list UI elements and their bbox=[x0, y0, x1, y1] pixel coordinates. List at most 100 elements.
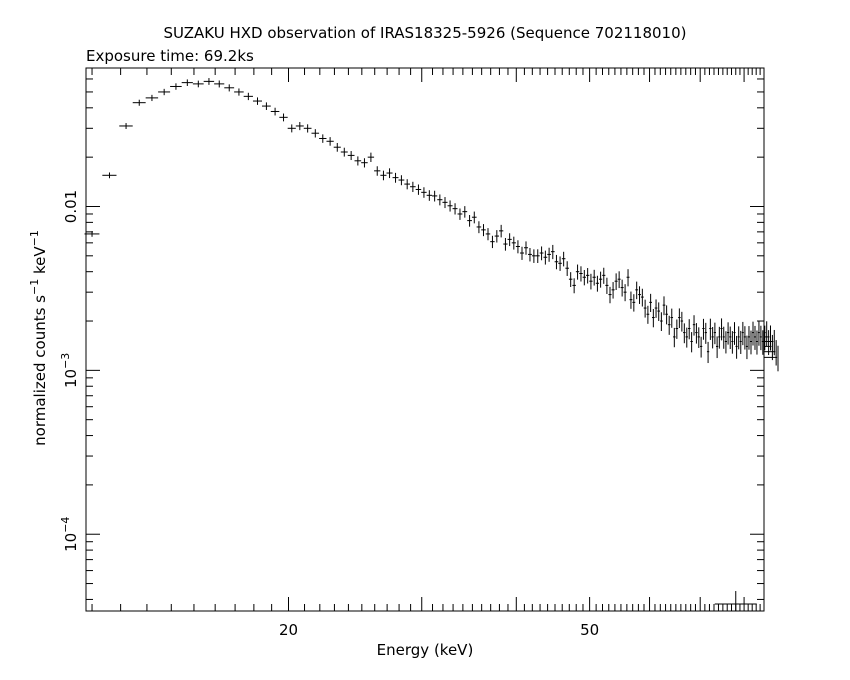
data-point bbox=[572, 278, 576, 294]
data-point bbox=[524, 241, 528, 255]
data-point bbox=[657, 302, 661, 321]
data-point bbox=[626, 269, 630, 287]
data-point bbox=[447, 200, 453, 212]
data-point bbox=[561, 251, 566, 267]
data-point bbox=[410, 181, 416, 193]
data-point bbox=[442, 197, 448, 209]
data-point bbox=[84, 231, 100, 237]
data-point bbox=[731, 331, 734, 354]
data-point bbox=[660, 312, 663, 331]
data-point bbox=[476, 221, 482, 234]
data-point bbox=[709, 318, 712, 340]
data-point bbox=[575, 264, 580, 280]
data-point bbox=[287, 124, 296, 133]
data-point bbox=[702, 318, 705, 340]
data-point bbox=[654, 299, 658, 318]
plot-frame bbox=[85, 67, 765, 612]
data-point bbox=[623, 284, 627, 302]
data-point bbox=[727, 322, 730, 345]
data-point bbox=[729, 326, 732, 350]
data-point bbox=[270, 107, 280, 116]
y-axis-label-exp2: −1 bbox=[28, 230, 41, 246]
data-point bbox=[340, 147, 348, 157]
data-point bbox=[755, 330, 758, 355]
data-point bbox=[735, 335, 738, 359]
data-point bbox=[102, 172, 117, 179]
y-tick-label: 10−3 bbox=[59, 353, 80, 388]
data-point bbox=[706, 341, 710, 364]
data-point bbox=[452, 203, 458, 215]
data-point bbox=[234, 88, 244, 96]
y-tick-label-base: 10 bbox=[62, 533, 80, 552]
data-point bbox=[437, 194, 443, 206]
y-tick-label: 10−4 bbox=[59, 517, 80, 552]
data-point bbox=[764, 334, 773, 361]
data-point bbox=[431, 190, 438, 202]
data-point bbox=[761, 330, 764, 355]
data-point bbox=[471, 211, 477, 224]
data-point bbox=[467, 215, 472, 227]
data-point bbox=[503, 237, 508, 251]
data-point bbox=[680, 311, 684, 332]
data-point bbox=[554, 254, 559, 270]
data-point bbox=[494, 230, 499, 243]
data-point bbox=[733, 322, 736, 345]
data-point bbox=[295, 122, 304, 131]
data-point bbox=[743, 326, 746, 350]
data-point bbox=[145, 94, 159, 102]
data-point bbox=[617, 271, 621, 289]
data-point bbox=[361, 158, 368, 168]
data-point bbox=[367, 152, 375, 162]
data-point bbox=[673, 327, 676, 348]
x-tick-label: 20 bbox=[279, 621, 298, 639]
data-point bbox=[649, 293, 652, 313]
data-point bbox=[670, 308, 674, 328]
data-point bbox=[764, 340, 777, 366]
corner-marker bbox=[714, 591, 757, 611]
data-point bbox=[426, 190, 432, 201]
axis-ticks bbox=[86, 67, 765, 611]
x-tick-labels: 20 50 bbox=[279, 621, 599, 639]
data-point bbox=[608, 286, 612, 304]
data-point bbox=[535, 249, 540, 263]
data-point bbox=[667, 315, 671, 335]
data-point bbox=[539, 246, 544, 261]
data-point bbox=[252, 97, 262, 105]
data-point bbox=[170, 83, 182, 90]
data-point bbox=[692, 315, 696, 336]
data-point bbox=[697, 327, 700, 348]
data-point bbox=[333, 142, 341, 152]
data-point bbox=[611, 282, 615, 299]
data-point bbox=[716, 336, 719, 359]
data-point bbox=[224, 84, 235, 92]
data-point bbox=[326, 137, 334, 146]
data-point bbox=[490, 235, 495, 249]
data-point bbox=[192, 80, 204, 88]
data-point bbox=[398, 175, 405, 186]
data-point bbox=[243, 92, 253, 101]
data-point bbox=[643, 299, 647, 318]
chart-subtitle: Exposure time: 69.2ks bbox=[86, 47, 254, 65]
data-point bbox=[404, 179, 411, 190]
data-point bbox=[158, 88, 171, 96]
data-point bbox=[589, 273, 593, 290]
data-point bbox=[595, 275, 600, 292]
y-tick-label: 0.01 bbox=[62, 190, 80, 223]
data-point bbox=[599, 271, 603, 288]
data-point bbox=[745, 335, 748, 360]
data-point bbox=[592, 269, 596, 286]
data-point bbox=[531, 249, 536, 263]
data-point bbox=[678, 308, 681, 329]
data-point bbox=[347, 151, 355, 161]
data-point bbox=[132, 99, 146, 106]
data-point bbox=[311, 129, 320, 138]
data-point bbox=[749, 330, 752, 355]
data-point bbox=[638, 286, 641, 304]
data-point bbox=[651, 308, 655, 328]
data-point bbox=[747, 326, 750, 350]
data-point bbox=[547, 247, 551, 262]
data-point bbox=[392, 172, 399, 183]
x-axis-label: Energy (keV) bbox=[377, 641, 474, 659]
data-point bbox=[713, 322, 717, 345]
